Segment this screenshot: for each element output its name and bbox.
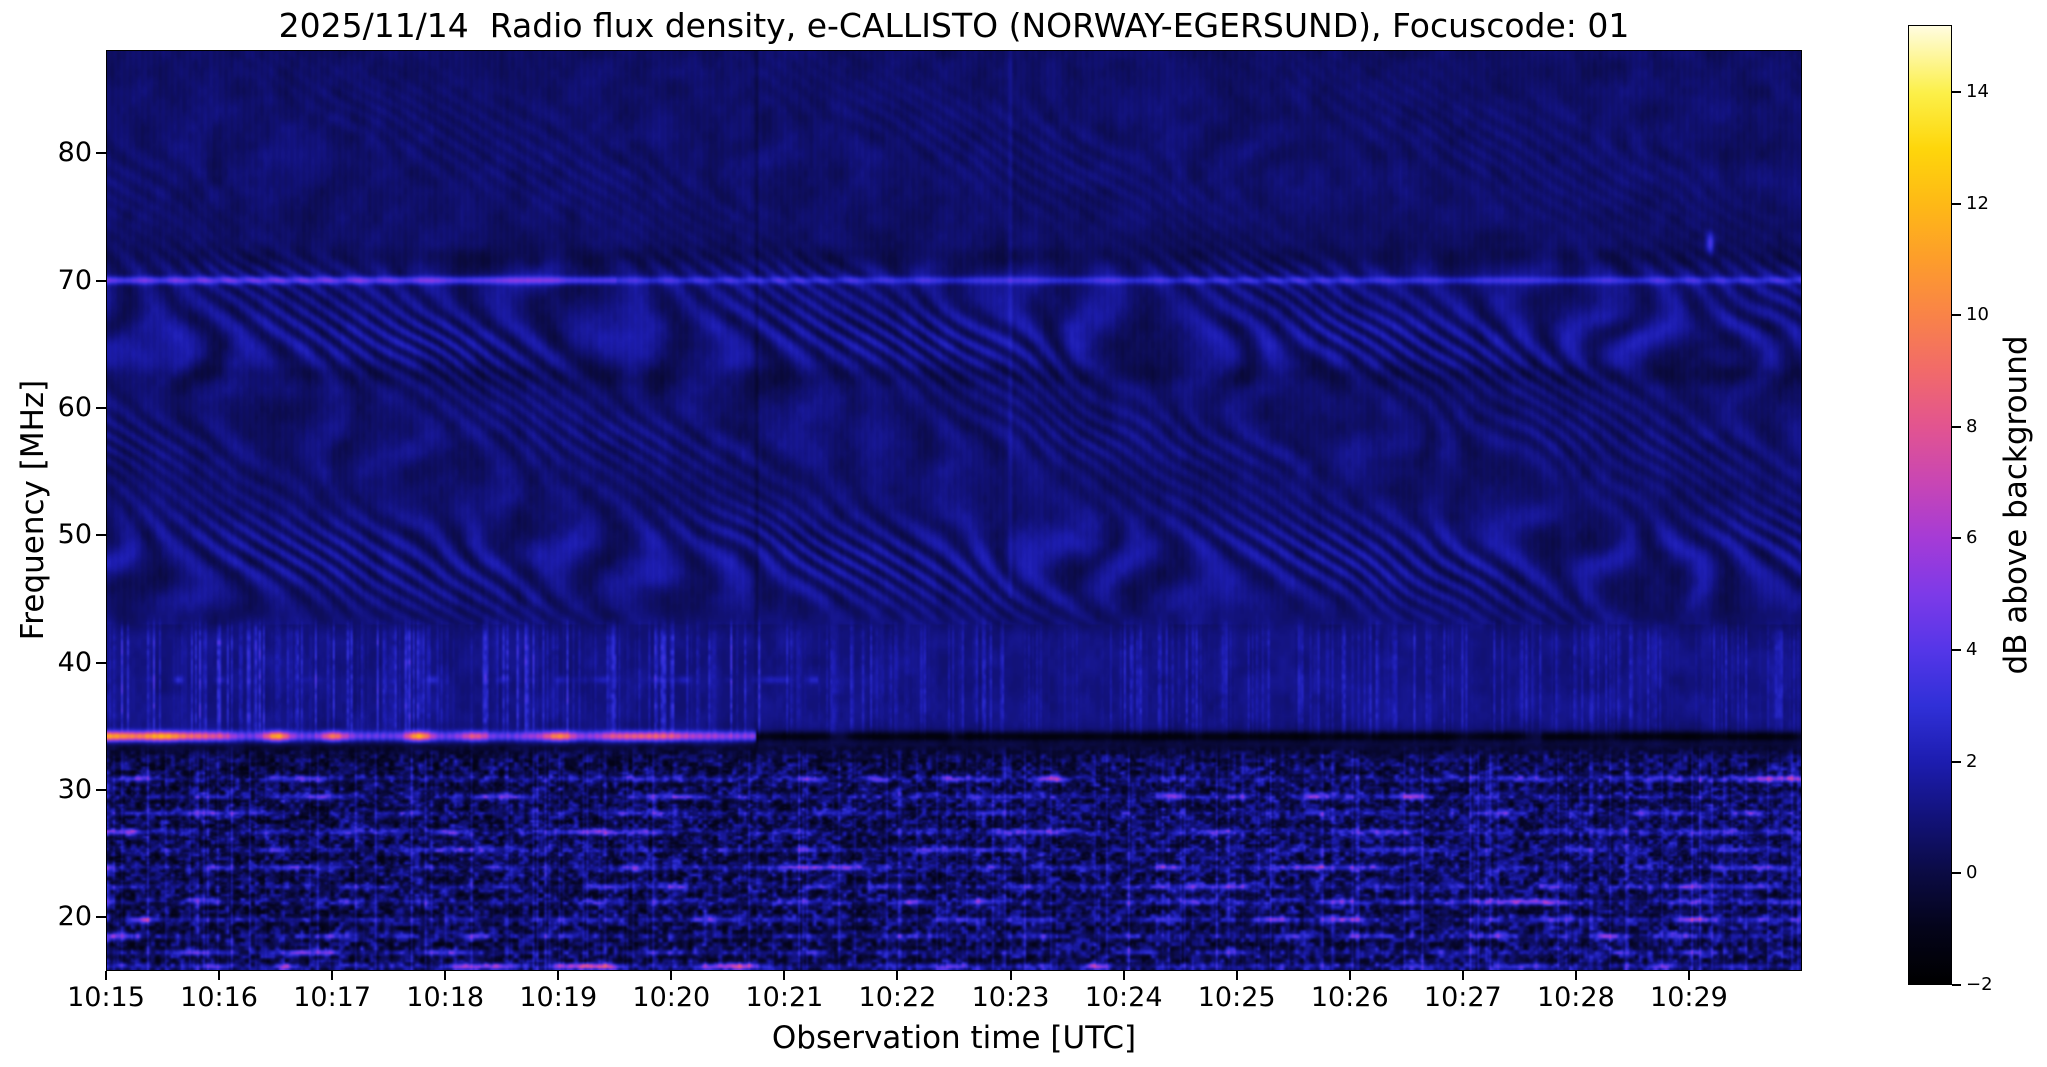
x-tick-label: 10:20: [632, 982, 711, 1013]
y-tick-label: 80: [57, 137, 92, 169]
x-tick-mark: [1235, 971, 1238, 980]
colorbar-tick-mark: [1952, 649, 1961, 652]
x-tick-label: 10:21: [745, 982, 824, 1013]
x-tick-label: 10:19: [519, 982, 598, 1013]
colorbar-tick-mark: [1952, 314, 1961, 317]
colorbar-tick-label: 2: [1966, 750, 1978, 772]
x-tick-label: 10:17: [293, 982, 372, 1013]
x-tick-mark: [1687, 971, 1690, 980]
x-tick-label: 10:25: [1197, 982, 1276, 1013]
y-tick-label: 70: [57, 264, 92, 296]
colorbar-tick-mark: [1952, 90, 1961, 93]
x-tick-label: 10:29: [1650, 982, 1728, 1013]
y-tick-label: 20: [57, 901, 92, 933]
y-tick-label: 40: [57, 646, 92, 678]
colorbar-tick-label: −2: [1966, 974, 1993, 995]
y-tick-mark: [96, 789, 106, 792]
colorbar-tick-mark: [1952, 537, 1961, 540]
colorbar-tick-mark: [1952, 425, 1961, 428]
x-tick-label: 10:15: [67, 982, 145, 1013]
x-tick-mark: [670, 971, 673, 980]
x-tick-mark: [1122, 971, 1125, 980]
y-tick-mark: [96, 279, 106, 282]
x-tick-mark: [1348, 971, 1351, 980]
colorbar-tick-mark: [1952, 872, 1961, 875]
colorbar-tick-mark: [1952, 202, 1961, 205]
x-tick-label: 10:16: [180, 982, 258, 1013]
colorbar-tick-label: 0: [1966, 862, 1978, 884]
colorbar-tick-label: 6: [1966, 527, 1978, 549]
x-tick-label: 10:23: [971, 982, 1050, 1013]
y-tick-label: 60: [57, 391, 92, 423]
x-tick-mark: [1009, 971, 1012, 980]
y-tick-mark: [96, 534, 106, 537]
x-tick-mark: [896, 971, 899, 980]
x-tick-label: 10:26: [1310, 982, 1389, 1013]
y-tick-label: 50: [57, 519, 92, 551]
x-tick-label: 10:28: [1536, 982, 1615, 1013]
x-tick-mark: [218, 971, 221, 980]
colorbar-tick-mark: [1952, 984, 1961, 986]
x-tick-mark: [105, 971, 107, 980]
x-tick-mark: [1574, 971, 1577, 980]
colorbar-tick-label: 12: [1966, 192, 1989, 214]
colorbar-tick-mark: [1952, 760, 1961, 763]
x-tick-mark: [331, 971, 334, 980]
colorbar-tick-label: 4: [1966, 639, 1978, 661]
x-axis-label: Observation time [UTC]: [771, 1020, 1137, 1056]
chart-title: 2025/11/14 Radio flux density, e-CALLIST…: [278, 6, 1630, 45]
x-tick-mark: [444, 971, 447, 980]
colorbar-tick-label: 10: [1966, 304, 1989, 326]
colorbar-tick-label: 8: [1966, 415, 1978, 437]
x-tick-label: 10:18: [406, 982, 485, 1013]
spectrogram-canvas: [107, 51, 1801, 970]
x-tick-label: 10:24: [1084, 982, 1163, 1013]
y-tick-mark: [96, 406, 106, 409]
x-tick-label: 10:27: [1423, 982, 1502, 1013]
colorbar-gradient: [1909, 26, 1951, 984]
y-tick-mark: [96, 661, 106, 664]
x-tick-mark: [1461, 971, 1464, 980]
y-tick-mark: [96, 152, 106, 155]
colorbar-label: dB above background: [1998, 335, 2034, 675]
plot-area: [106, 50, 1802, 971]
y-tick-label: 30: [57, 774, 92, 806]
x-tick-label: 10:22: [858, 982, 937, 1013]
x-tick-mark: [557, 971, 560, 980]
colorbar-tick-label: 14: [1966, 80, 1989, 102]
y-tick-mark: [96, 916, 106, 919]
x-tick-mark: [783, 971, 786, 980]
colorbar: [1908, 25, 1952, 985]
